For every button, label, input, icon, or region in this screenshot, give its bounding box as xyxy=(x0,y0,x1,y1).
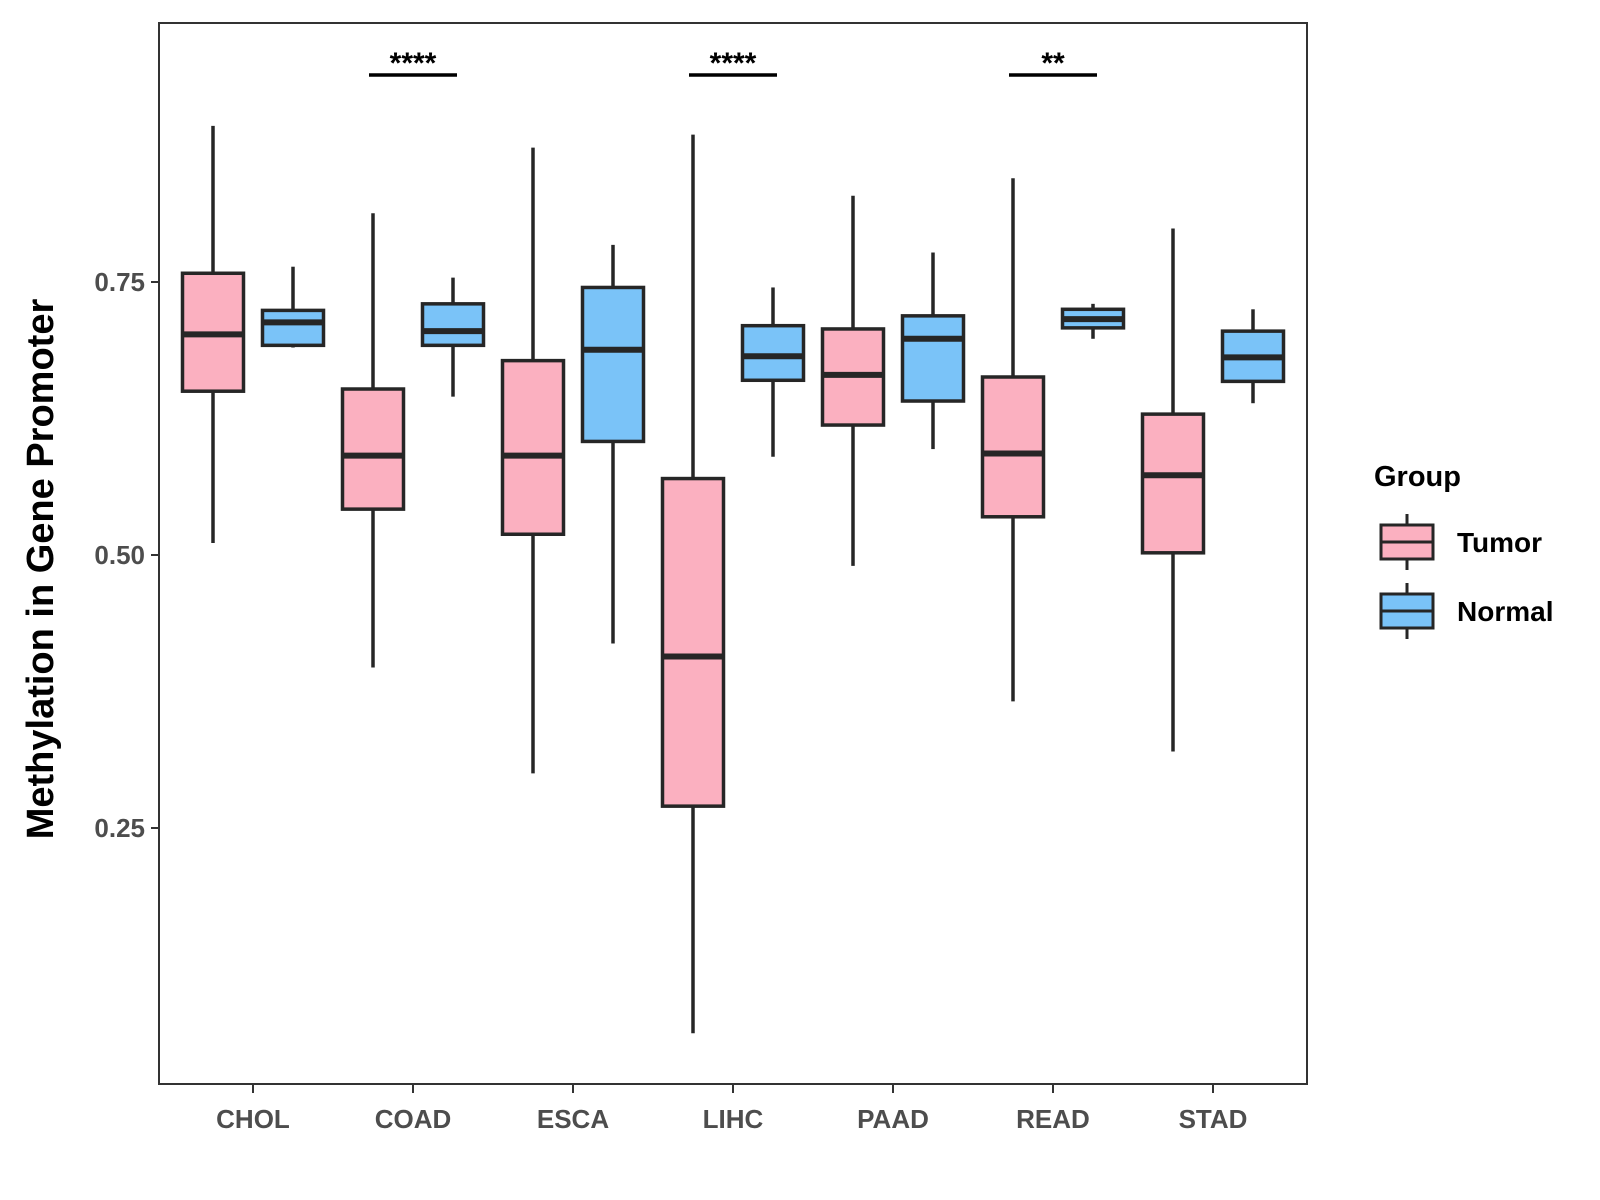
x-tick-label: READ xyxy=(1016,1104,1090,1134)
box-tumor-esca xyxy=(500,147,566,774)
x-tick-label: COAD xyxy=(375,1104,452,1134)
y-axis-title: Methylation in Gene Promoter xyxy=(20,299,62,840)
x-tick-label: STAD xyxy=(1179,1104,1248,1134)
box-normal-chol xyxy=(260,266,326,348)
x-tick-label: PAAD xyxy=(857,1104,929,1134)
box-tumor-chol xyxy=(180,125,246,543)
legend-label: Tumor xyxy=(1457,527,1542,558)
significance-label: ** xyxy=(1041,47,1065,80)
legend-title: Group xyxy=(1374,461,1461,493)
box-normal-lihc xyxy=(740,287,806,457)
box-iqr xyxy=(740,323,806,383)
box-iqr xyxy=(980,375,1046,519)
y-tick-label: 0.75 xyxy=(94,267,145,297)
y-tick-label: 0.50 xyxy=(94,540,145,570)
box-tumor-read xyxy=(980,178,1046,702)
significance-lihc: **** xyxy=(689,47,777,80)
box-iqr xyxy=(1140,412,1206,555)
x-tick-label: CHOL xyxy=(216,1104,290,1134)
box-iqr xyxy=(660,476,726,808)
box-normal-paad xyxy=(900,252,966,450)
box-tumor-lihc xyxy=(660,134,726,1034)
y-tick-label: 0.25 xyxy=(94,813,145,843)
significance-read: ** xyxy=(1009,47,1097,80)
box-tumor-paad xyxy=(820,195,886,566)
x-tick-label: LIHC xyxy=(703,1104,764,1134)
box-iqr xyxy=(900,314,966,403)
box-layer xyxy=(180,125,1286,1034)
box-iqr xyxy=(340,387,406,511)
box-normal-esca xyxy=(580,244,646,644)
x-axis: CHOL COAD ESCA LIHC PAAD READ STAD xyxy=(216,1084,1247,1134)
box-tumor-stad xyxy=(1140,228,1206,752)
box-iqr xyxy=(580,285,646,444)
significance-coad: **** xyxy=(369,47,457,80)
legend-item-tumor: Tumor xyxy=(1379,514,1542,570)
legend-label: Normal xyxy=(1457,596,1553,627)
box-iqr xyxy=(260,308,326,348)
box-iqr xyxy=(500,358,566,537)
significance-label: **** xyxy=(710,47,757,80)
box-tumor-coad xyxy=(340,213,406,668)
box-iqr xyxy=(420,302,486,348)
box-normal-read xyxy=(1060,303,1126,339)
y-axis: 0.25 0.50 0.75 xyxy=(94,267,159,843)
significance-label: **** xyxy=(390,47,437,80)
legend-item-normal: Normal xyxy=(1379,583,1553,639)
legend: Group Tumor Normal xyxy=(1374,461,1553,639)
box-normal-stad xyxy=(1220,309,1286,404)
box-normal-coad xyxy=(420,277,486,397)
significance-layer: **** **** ** xyxy=(369,47,1097,80)
plot-panel xyxy=(158,22,1308,1085)
x-tick-label: ESCA xyxy=(537,1104,609,1134)
